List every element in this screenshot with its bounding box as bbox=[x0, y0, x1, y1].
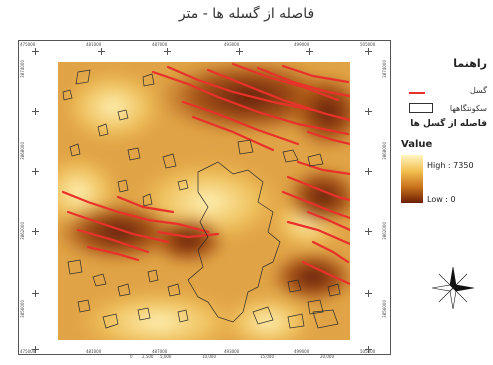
grid-cross bbox=[306, 48, 313, 55]
grid-cross bbox=[365, 346, 372, 353]
grid-label: 3868000 bbox=[20, 142, 25, 160]
grid-cross bbox=[32, 168, 39, 175]
ramp-low-label: Low : 0 bbox=[427, 195, 456, 204]
distance-raster-map bbox=[58, 62, 350, 340]
grid-cross bbox=[32, 290, 39, 297]
scale-label: 0 bbox=[130, 354, 133, 359]
color-ramp bbox=[401, 155, 423, 203]
grid-label: 3862000 bbox=[20, 222, 25, 240]
grid-label: 493000 bbox=[224, 42, 240, 47]
grid-cross bbox=[32, 346, 39, 353]
scale-label: 15,000 bbox=[260, 354, 274, 359]
grid-cross bbox=[365, 48, 372, 55]
grid-cross bbox=[365, 168, 372, 175]
ramp-high-label: High : 7350 bbox=[427, 161, 474, 170]
grid-label: 3874000 bbox=[382, 60, 387, 78]
fault-lines bbox=[61, 62, 350, 286]
grid-label: 505000 bbox=[360, 349, 376, 354]
grid-label: 3856000 bbox=[20, 300, 25, 318]
map-title: فاصله از گسله ها - متر bbox=[178, 6, 315, 22]
raster-shading bbox=[58, 62, 350, 340]
scale-label: 2,500 bbox=[142, 354, 154, 359]
legend-fault-label: گسل bbox=[469, 86, 487, 95]
grid-cross bbox=[236, 48, 243, 55]
grid-cross bbox=[365, 290, 372, 297]
grid-cross bbox=[32, 48, 39, 55]
grid-label: 499000 bbox=[294, 42, 310, 47]
grid-label: 3856000 bbox=[382, 300, 387, 318]
legend-distance-title: فاصله از گسل ها bbox=[410, 119, 487, 129]
map-legend: راهنما گسل سکونتگاهها فاصله از گسل ها Va… bbox=[397, 55, 493, 215]
grid-label: 487000 bbox=[152, 42, 168, 47]
legend-heading: راهنما bbox=[453, 57, 487, 70]
grid-label: 493000 bbox=[224, 349, 240, 354]
map-frame bbox=[18, 40, 391, 355]
legend-settlement-label: سکونتگاهها bbox=[449, 104, 487, 113]
scale-label: 5,000 bbox=[160, 354, 172, 359]
grid-cross bbox=[98, 48, 105, 55]
fault-swatch bbox=[409, 92, 425, 94]
grid-label: 505000 bbox=[360, 42, 376, 47]
scale-label: 10,000 bbox=[202, 354, 216, 359]
grid-cross bbox=[164, 48, 171, 55]
grid-label: 3868000 bbox=[382, 142, 387, 160]
grid-cross bbox=[32, 228, 39, 235]
legend-value-label: Value bbox=[401, 139, 433, 150]
grid-label: 3874000 bbox=[20, 60, 25, 78]
grid-label: 499000 bbox=[294, 349, 310, 354]
grid-cross bbox=[365, 108, 372, 115]
grid-label: 475000 bbox=[20, 42, 36, 47]
scale-label: 20,000 bbox=[320, 354, 334, 359]
grid-label: 481000 bbox=[86, 42, 102, 47]
grid-label: 3862000 bbox=[382, 222, 387, 240]
settlement-swatch bbox=[409, 103, 433, 113]
grid-label: 475000 bbox=[20, 349, 36, 354]
north-arrow-icon bbox=[431, 266, 475, 310]
grid-cross bbox=[365, 228, 372, 235]
grid-label: 487000 bbox=[152, 349, 168, 354]
settlement-polygons bbox=[62, 69, 341, 329]
grid-label: 481000 bbox=[86, 349, 102, 354]
grid-cross bbox=[32, 108, 39, 115]
